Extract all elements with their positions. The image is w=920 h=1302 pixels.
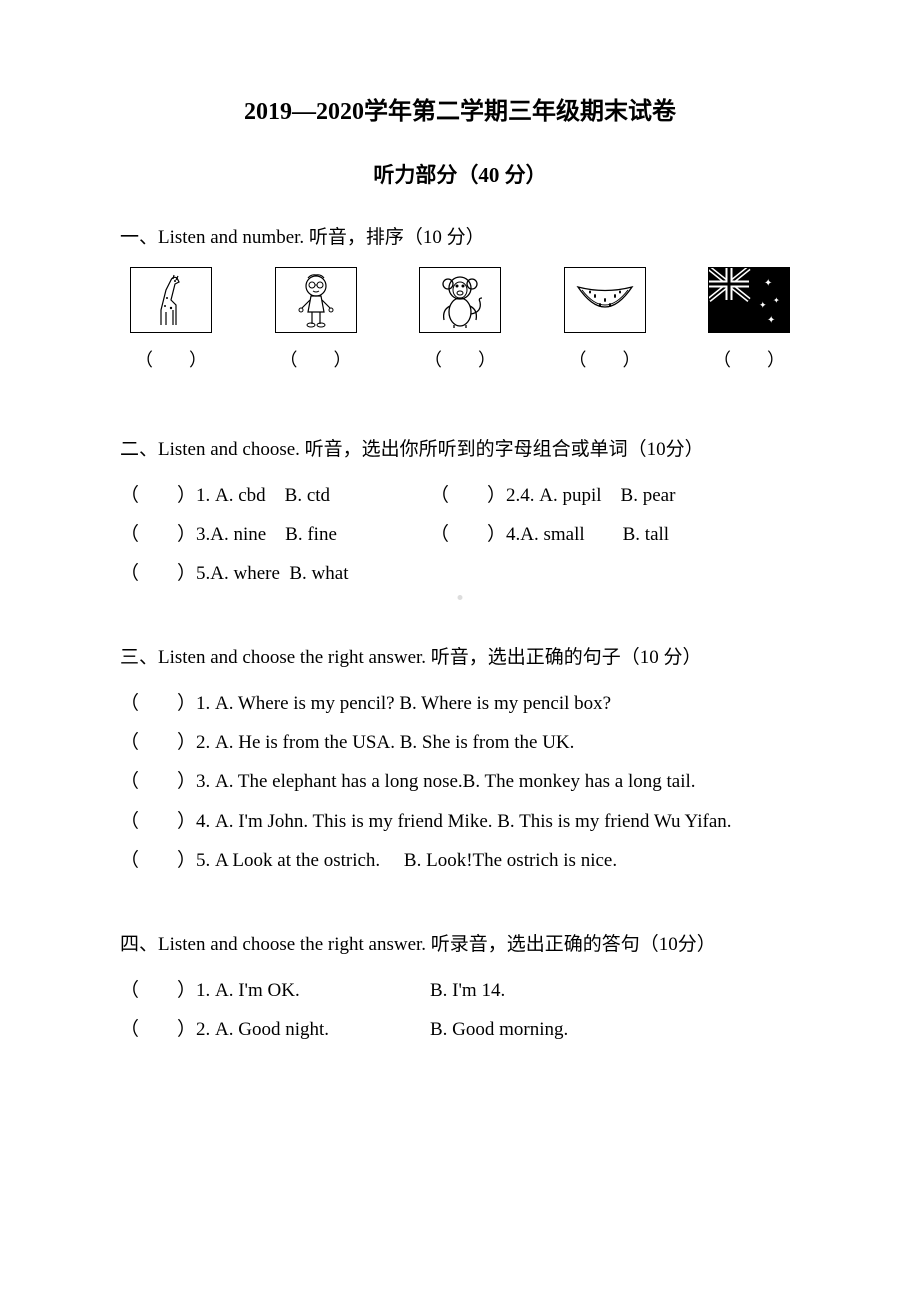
image-item-boy: （ ）	[275, 267, 357, 377]
s3-q5: （ ）5. A Look at the ostrich. B. Look!The…	[120, 843, 800, 879]
monkey-icon	[419, 267, 501, 333]
blank-paren: （ ）	[424, 343, 496, 377]
image-item-giraffe: （ ）	[130, 267, 212, 377]
s2-q3: （ ）3.A. nine B. fine	[120, 517, 430, 553]
image-item-monkey: （ ）	[419, 267, 501, 377]
blank-paren: （ ）	[713, 343, 785, 377]
s4-q2b: B. Good morning.	[430, 1012, 800, 1048]
svg-text:✦: ✦	[767, 315, 775, 326]
boy-icon	[275, 267, 357, 333]
s3-q1: （ ）1. A. Where is my pencil? B. Where is…	[120, 686, 800, 722]
document-subtitle: 听力部分（40 分）	[120, 156, 800, 196]
s3-q3: （ ）3. A. The elephant has a long nose.B.…	[120, 764, 800, 800]
blank-paren: （ ）	[569, 343, 641, 377]
section1-header: 一、Listen and number. 听音，排序（10 分）	[120, 220, 800, 256]
s3-q2: （ ）2. A. He is from the USA. B. She is f…	[120, 725, 800, 761]
s2-q1: （ ）1. A. cbd B. ctd	[120, 478, 430, 514]
svg-text:✦: ✦	[773, 296, 780, 305]
s2-q2: （ ）2.4. A. pupil B. pear	[430, 478, 800, 514]
s4-q1a: （ ）1. A. I'm OK.	[120, 973, 430, 1009]
s4-q2a: （ ）2. A. Good night.	[120, 1012, 430, 1048]
blank-paren: （ ）	[280, 343, 352, 377]
section2-header: 二、Listen and choose. 听音，选出你所听到的字母组合或单词（1…	[120, 432, 800, 468]
svg-text:✦: ✦	[764, 278, 772, 289]
document-title: 2019—2020学年第二学期三年级期末试卷	[120, 90, 800, 136]
s3-q4: （ ）4. A. I'm John. This is my friend Mik…	[120, 804, 800, 840]
s2-q4: （ ）4.A. small B. tall	[430, 517, 800, 553]
watermelon-icon	[564, 267, 646, 333]
svg-text:✦: ✦	[759, 300, 767, 310]
image-item-flag: ✦ ✦ ✦ ✦ （ ）	[708, 267, 790, 377]
center-dot	[458, 595, 463, 600]
flag-icon: ✦ ✦ ✦ ✦	[708, 267, 790, 333]
blank-paren: （ ）	[135, 343, 207, 377]
section4-header: 四、Listen and choose the right answer. 听录…	[120, 927, 800, 963]
giraffe-icon	[130, 267, 212, 333]
images-row: （ ） （ ）	[120, 267, 800, 377]
s2-q5: （ ）5.A. where B. what	[120, 556, 430, 592]
image-item-watermelon: （ ）	[564, 267, 646, 377]
section3-header: 三、Listen and choose the right answer. 听音…	[120, 640, 800, 676]
s4-q1b: B. I'm 14.	[430, 973, 800, 1009]
